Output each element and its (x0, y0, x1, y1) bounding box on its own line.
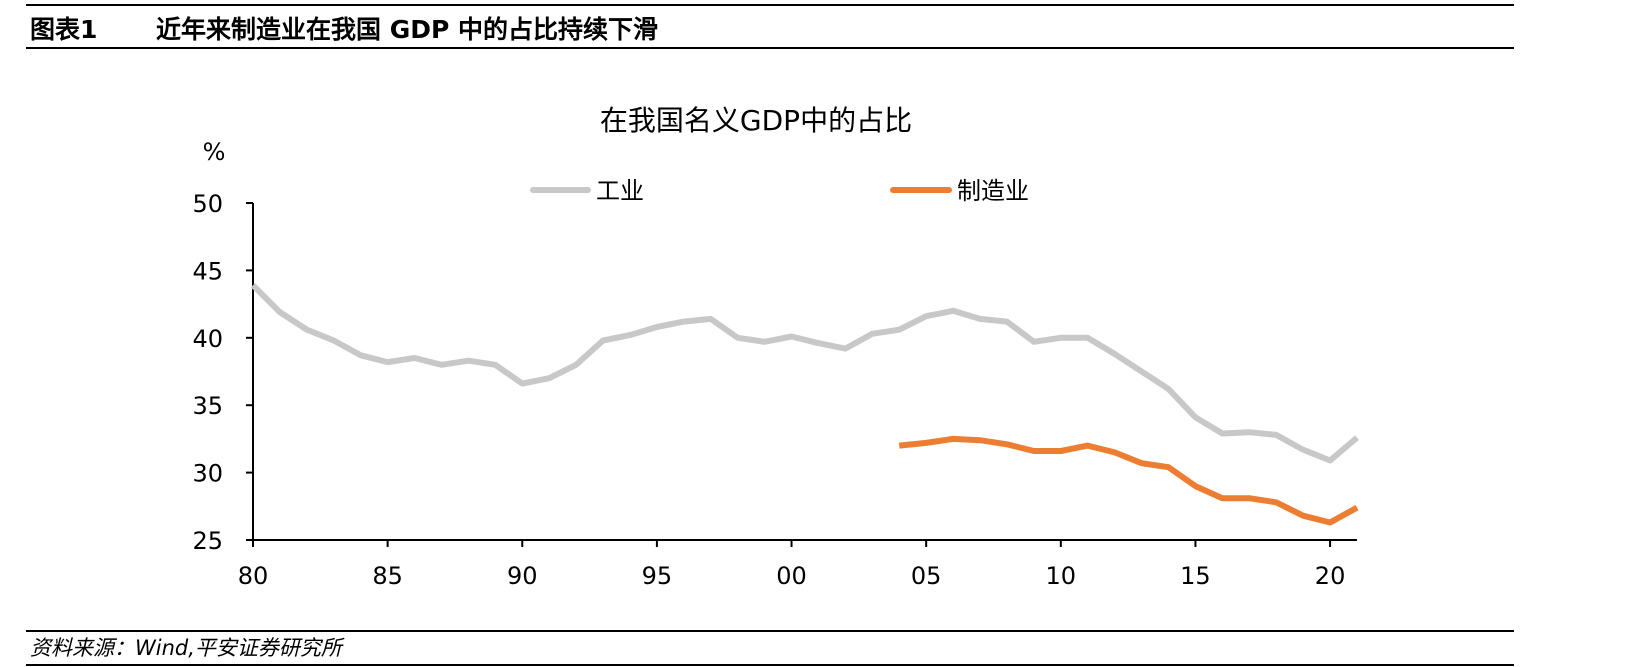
header-top-rule (26, 4, 1514, 6)
y-tick-label: 50 (192, 190, 223, 218)
y-axis-unit-label: % (203, 138, 226, 166)
series-line-industry (250, 283, 1359, 464)
y-tick-label: 30 (192, 460, 223, 488)
y-tick-labels: 50 45 40 35 30 25 (192, 190, 223, 555)
figure-title: 近年来制造业在我国 GDP 中的占比持续下滑 (156, 15, 659, 44)
y-tick-label: 25 (192, 527, 223, 555)
y-tick-label: 40 (192, 325, 223, 353)
figure-label: 图表1 (30, 15, 98, 44)
y-tick-label: 45 (192, 257, 223, 285)
x-tick-label: 10 (1046, 562, 1077, 590)
x-tick-label: 90 (507, 562, 538, 590)
x-tick-label: 80 (238, 562, 269, 590)
x-tick-label: 15 (1180, 562, 1211, 590)
x-tick-label: 20 (1315, 562, 1346, 590)
x-tick-label: 00 (776, 562, 807, 590)
source-top-rule (26, 630, 1514, 632)
x-tick-label: 85 (372, 562, 403, 590)
source-bottom-rule (26, 664, 1514, 666)
legend-label-industry: 工业 (596, 177, 644, 205)
chart-legend: 工业 制造业 (530, 177, 1029, 205)
y-tick-label: 35 (192, 392, 223, 420)
chart-axes (246, 202, 1357, 547)
x-tick-labels: 80 85 90 95 00 05 10 15 20 (238, 562, 1346, 590)
source-note: 资料来源：Wind,平安证券研究所 (30, 636, 342, 660)
x-tick-label: 95 (642, 562, 673, 590)
x-tick-label: 05 (911, 562, 942, 590)
legend-label-manufacturing: 制造业 (957, 177, 1029, 205)
figure-header: 图表1 近年来制造业在我国 GDP 中的占比持续下滑 (30, 10, 658, 46)
series-line-manufacturing (898, 435, 1359, 526)
header-bottom-rule (26, 47, 1514, 49)
series-lines (250, 283, 1359, 526)
chart-title: 在我国名义GDP中的占比 (600, 104, 912, 137)
